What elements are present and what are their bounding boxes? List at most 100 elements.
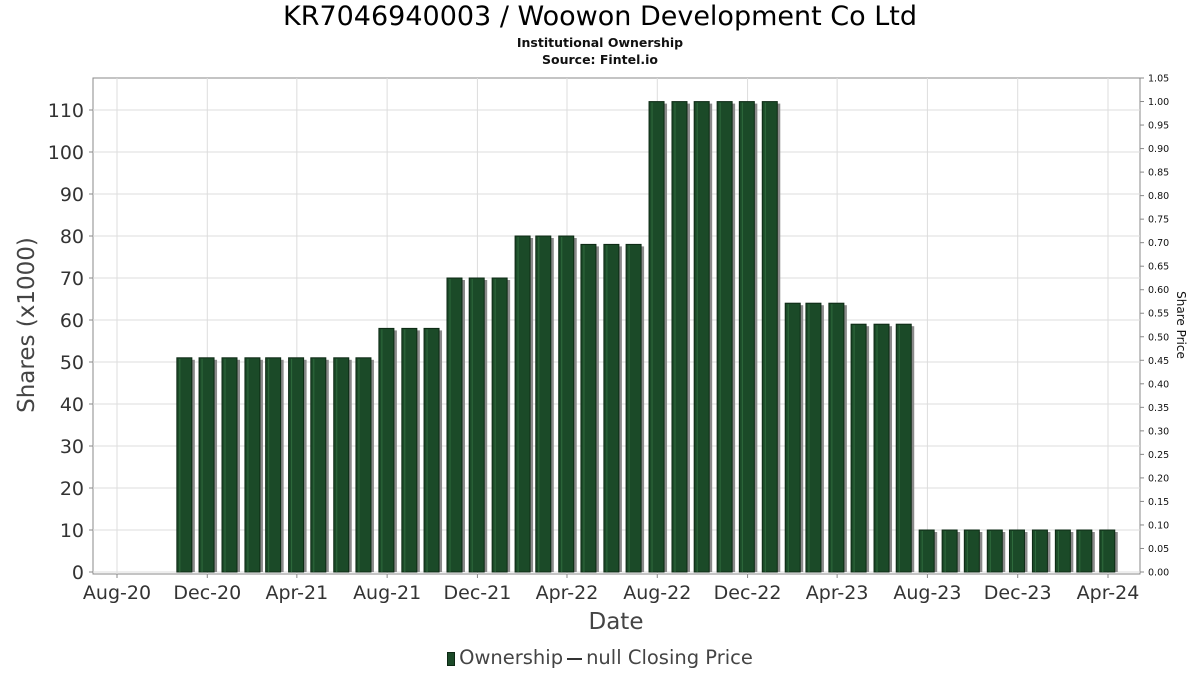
y-tick-label: 80 (60, 226, 84, 248)
bar (895, 323, 912, 573)
x-tick-label: Aug-20 (83, 582, 151, 604)
y-tick-label: 50 (60, 352, 84, 374)
bar (761, 101, 778, 573)
x-tick-label: Dec-22 (714, 582, 782, 604)
bar (625, 243, 642, 573)
y2-tick-label: 0.20 (1148, 473, 1169, 484)
bar (850, 323, 867, 573)
y2-axis-ticks: 0.00 0.05 0.10 0.15 0.20 0.25 0.30 0.35 0.40 0.45… (1140, 74, 1169, 579)
x-tick-label: Dec-20 (173, 582, 241, 604)
legend-ownership-label: Ownership (459, 646, 564, 669)
y2-tick-label: 0.05 (1148, 544, 1169, 555)
bar (221, 357, 238, 573)
bar (198, 357, 215, 573)
y2-tick-label: 0.75 (1148, 215, 1169, 226)
bar (1054, 529, 1071, 573)
y2-tick-label: 1.00 (1148, 97, 1169, 108)
bar (468, 277, 485, 573)
x-tick-label: Apr-22 (536, 582, 599, 604)
x-tick-label: Aug-23 (893, 582, 961, 604)
y2-tick-label: 0.70 (1148, 238, 1169, 249)
bar (738, 101, 755, 573)
x-axis-title: Date (589, 609, 644, 635)
bar (693, 101, 710, 573)
y-tick-label: 110 (48, 100, 84, 122)
y2-tick-label: 0.25 (1148, 450, 1169, 461)
y2-tick-label: 0.65 (1148, 262, 1169, 273)
legend: Ownership null Closing Price (0, 646, 1200, 669)
y-tick-label: 90 (60, 184, 84, 206)
x-tick-label: Aug-22 (623, 582, 691, 604)
y2-tick-label: 0.30 (1148, 426, 1169, 437)
y2-tick-label: 0.50 (1148, 332, 1169, 343)
y-tick-label: 20 (60, 478, 84, 500)
legend-ownership-swatch (447, 651, 456, 666)
chart-subtitle: Institutional Ownership (516, 35, 684, 50)
y2-tick-label: 0.95 (1148, 121, 1169, 132)
bar (310, 357, 327, 573)
bar (580, 243, 597, 573)
bar (1031, 529, 1048, 573)
y-tick-label: 100 (48, 142, 84, 164)
bar (1099, 529, 1116, 573)
y2-axis-title: Share Price (1174, 291, 1188, 359)
bar (288, 357, 305, 573)
y2-tick-label: 0.55 (1148, 309, 1169, 320)
bar (535, 235, 552, 573)
bar (941, 529, 958, 573)
x-tick-label: Apr-21 (266, 582, 329, 604)
bar (244, 357, 261, 573)
bar (986, 529, 1003, 573)
y-tick-label: 30 (60, 436, 84, 458)
bar (1076, 529, 1093, 573)
y-tick-label: 40 (60, 394, 84, 416)
y-tick-label: 0 (72, 562, 84, 584)
bar (784, 302, 801, 573)
bar (176, 357, 193, 573)
legend-price-line (567, 657, 583, 660)
bar (828, 302, 845, 573)
y2-tick-label: 0.35 (1148, 403, 1169, 414)
bar (446, 277, 463, 573)
bar (918, 529, 935, 573)
bar (423, 327, 440, 573)
x-tick-label: Dec-21 (444, 582, 512, 604)
bar (648, 101, 665, 573)
y2-tick-label: 0.90 (1148, 144, 1169, 155)
y2-tick-label: 0.45 (1148, 356, 1169, 367)
bar (378, 327, 395, 573)
bar (491, 277, 508, 573)
x-tick-label: Dec-23 (984, 582, 1052, 604)
y-tick-label: 10 (60, 520, 84, 542)
y2-tick-label: 0.10 (1148, 520, 1169, 531)
y-axis-title: Shares (x1000) (14, 237, 40, 413)
y2-tick-label: 0.85 (1148, 168, 1169, 179)
bar (514, 235, 531, 573)
y-axis-ticks: 0 10 20 30 40 50 60 70 80 90 100 110 (48, 100, 93, 584)
bar (671, 101, 688, 573)
y-tick-label: 60 (60, 310, 84, 332)
bar (265, 357, 282, 573)
chart-source: Source: Fintel.io (542, 52, 658, 67)
bar (603, 243, 620, 573)
bar (401, 327, 418, 573)
bar (963, 529, 980, 573)
bar (716, 101, 733, 573)
bar (1008, 529, 1025, 573)
bar-series-ownership (176, 101, 1118, 573)
x-tick-label: Aug-21 (353, 582, 421, 604)
legend-price-label: null Closing Price (586, 646, 753, 669)
y2-tick-label: 0.15 (1148, 497, 1169, 508)
y2-tick-label: 0.00 (1148, 568, 1169, 579)
y2-tick-label: 0.60 (1148, 285, 1169, 296)
y-tick-label: 70 (60, 268, 84, 290)
y2-tick-label: 0.40 (1148, 379, 1169, 390)
x-tick-label: Apr-24 (1077, 582, 1140, 604)
y2-tick-label: 0.80 (1148, 191, 1169, 202)
bar (333, 357, 350, 573)
bar (558, 235, 575, 573)
bar (873, 323, 890, 573)
chart-title: KR7046940003 / Woowon Development Co Ltd (282, 1, 918, 32)
x-axis-ticks: Aug-20 Dec-20 Apr-21 Aug-21 Dec-21 Apr-22 Aug-… (83, 574, 1139, 604)
